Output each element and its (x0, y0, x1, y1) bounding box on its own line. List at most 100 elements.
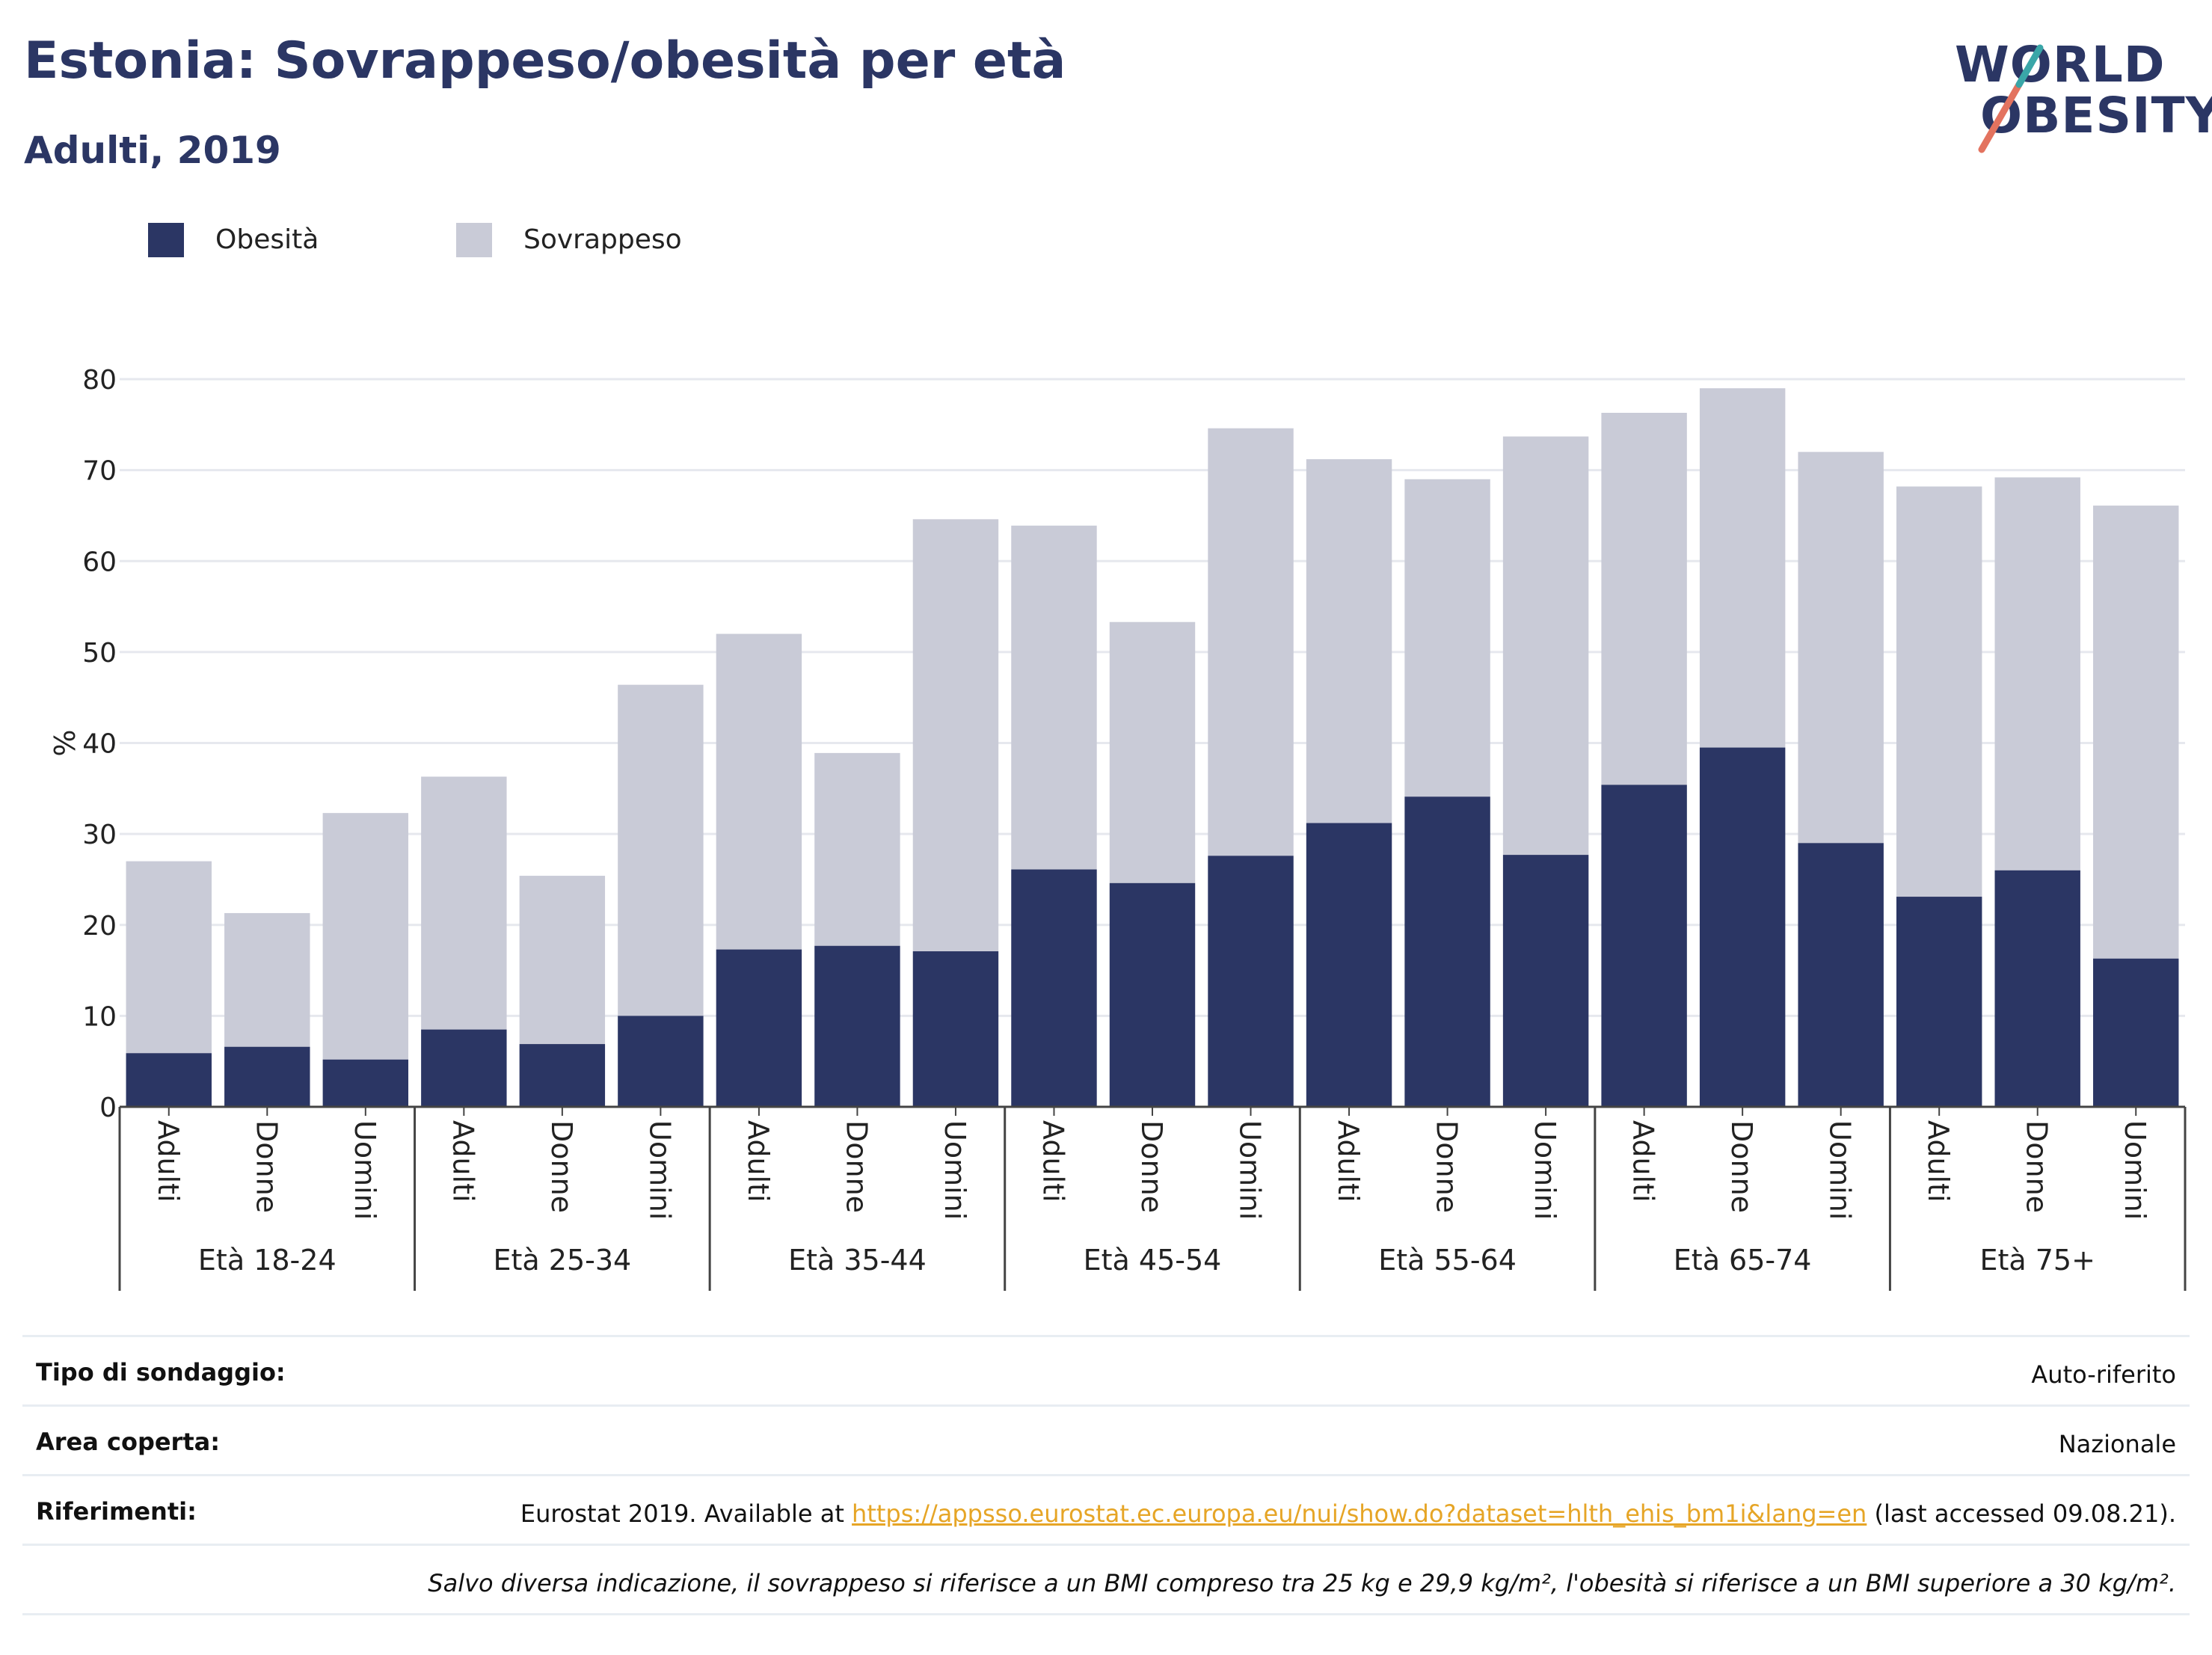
bar-overweight (1896, 486, 1982, 897)
bar-overweight (1994, 477, 2080, 871)
bar-obesity (519, 1044, 606, 1107)
area-covered-value: Nazionale (2058, 1430, 2176, 1458)
bar-obesity (1208, 856, 1294, 1107)
info-table-bottom-rule (22, 1613, 2190, 1615)
x-group-label: Età 35-44 (788, 1244, 927, 1277)
bar-obesity (1404, 796, 1490, 1107)
bar-obesity (1798, 843, 1884, 1107)
bar-overweight (1109, 621, 1196, 883)
x-subcategory-label: Adulti (1332, 1120, 1365, 1203)
logo-line-1: WORLD (1955, 36, 2166, 93)
references-prefix: Eurostat 2019. Available at (520, 1499, 852, 1528)
bar-obesity (322, 1059, 409, 1107)
bar-overweight (126, 861, 212, 1054)
x-subcategory-label: Uomini (643, 1120, 676, 1220)
x-group-label: Età 55-64 (1378, 1244, 1517, 1277)
x-subcategory-label: Uomini (348, 1120, 381, 1220)
y-tick-label: 0 (99, 1093, 117, 1123)
x-subcategory-label: Uomini (1234, 1120, 1267, 1220)
bar-obesity (618, 1016, 704, 1107)
legend-label-obesity: Obesità (215, 224, 319, 255)
bar-overweight (1502, 436, 1589, 856)
bar-overweight (224, 912, 310, 1047)
bar-overweight (1306, 459, 1392, 823)
bar-obesity (1994, 870, 2080, 1107)
references-suffix: (last accessed 09.08.21). (1867, 1499, 2176, 1528)
bar-obesity (1011, 869, 1097, 1107)
page-subtitle: Adulti, 2019 (24, 129, 281, 172)
bar-obesity (224, 1046, 310, 1107)
references-label: Riferimenti: (36, 1497, 197, 1526)
bar-obesity (2093, 958, 2179, 1107)
legend-swatch-obesity (148, 223, 184, 257)
world-obesity-logo: WORLD OBESITY (1944, 21, 2212, 163)
bar-overweight (716, 633, 802, 950)
x-subcategory-label: Uomini (938, 1120, 971, 1220)
x-group-label: Età 18-24 (198, 1244, 337, 1277)
stacked-bar-chart: 0 10 20 30 40 50 60 70 80% Adulti Donne Uomini Adult… (47, 365, 2187, 1291)
x-subcategory-label: Donne (1431, 1120, 1463, 1213)
info-row-references: Riferimenti: Eurostat 2019. Available at… (22, 1474, 2190, 1544)
bar-obesity (716, 949, 802, 1107)
references-link[interactable]: https://appsso.eurostat.ec.europa.eu/nui… (852, 1499, 1867, 1528)
info-table: Tipo di sondaggio: Auto-riferito Area co… (22, 1335, 2190, 1615)
bar-overweight (1601, 413, 1687, 785)
x-group-label: Età 25-34 (494, 1244, 632, 1277)
x-subcategory-label: Donne (250, 1120, 283, 1213)
survey-type-value: Auto-riferito (2031, 1360, 2176, 1389)
y-tick-label: 10 (82, 1001, 117, 1032)
y-tick-label: 80 (82, 365, 117, 396)
y-axis-label: % (47, 729, 80, 756)
y-tick-label: 50 (82, 638, 117, 669)
bar-obesity (1896, 897, 1982, 1107)
bar-overweight (1699, 388, 1786, 748)
bar-overweight (322, 813, 409, 1060)
y-tick-label: 40 (82, 729, 117, 760)
x-subcategory-label: Uomini (1824, 1120, 1857, 1220)
x-subcategory-label: Donne (1725, 1120, 1758, 1213)
info-row-area: Area coperta: Nazionale (22, 1404, 2190, 1474)
logo-slash-icon (1978, 44, 2044, 153)
info-row-note: Salvo diversa indicazione, il sovrappeso… (22, 1544, 2190, 1613)
x-subcategory-label: Donne (840, 1120, 873, 1213)
bar-obesity (1306, 823, 1392, 1107)
x-subcategory-label: Donne (2021, 1120, 2053, 1213)
bar-overweight (1404, 479, 1490, 797)
y-tick-label: 70 (82, 456, 117, 487)
bar-overweight (421, 776, 507, 1030)
y-tick-label: 30 (82, 820, 117, 850)
bar-obesity (1109, 882, 1196, 1107)
x-subcategory-label: Adulti (1627, 1120, 1660, 1203)
x-subcategory-label: Adulti (152, 1120, 185, 1203)
x-group-label: Età 65-74 (1674, 1244, 1812, 1277)
legend-swatch-overweight (456, 223, 492, 257)
bar-overweight (1011, 525, 1097, 870)
x-subcategory-label: Adulti (446, 1120, 479, 1203)
legend-label-overweight: Sovrappeso (523, 224, 682, 255)
info-row-survey: Tipo di sondaggio: Auto-riferito (22, 1335, 2190, 1404)
references-value: Eurostat 2019. Available at https://apps… (22, 1476, 2190, 1544)
bar-overweight (618, 684, 704, 1016)
bar-overweight (912, 519, 999, 952)
bar-overweight (1208, 428, 1294, 856)
x-subcategory-label: Adulti (1036, 1120, 1069, 1203)
x-subcategory-label: Donne (545, 1120, 578, 1213)
bar-obesity (126, 1053, 212, 1107)
definition-note: Salvo diversa indicazione, il sovrappeso… (428, 1569, 2176, 1597)
bar-obesity (912, 951, 999, 1107)
bar-obesity (1699, 747, 1786, 1107)
y-tick-label: 20 (82, 911, 117, 942)
area-covered-label: Area coperta: (36, 1428, 221, 1456)
x-group-label: Età 45-54 (1084, 1244, 1222, 1277)
bar-obesity (421, 1029, 507, 1107)
bar-overweight (2093, 506, 2179, 959)
x-subcategory-label: Adulti (742, 1120, 775, 1203)
survey-type-label: Tipo di sondaggio: (36, 1358, 286, 1387)
bar-obesity (814, 945, 900, 1107)
logo-line-2: OBESITY (1980, 87, 2212, 144)
bar-overweight (519, 876, 606, 1045)
x-group-label: Età 75+ (1979, 1244, 2095, 1277)
y-tick-label: 60 (82, 547, 117, 577)
x-subcategory-label: Adulti (1922, 1120, 1955, 1203)
bar-overweight (1798, 452, 1884, 844)
